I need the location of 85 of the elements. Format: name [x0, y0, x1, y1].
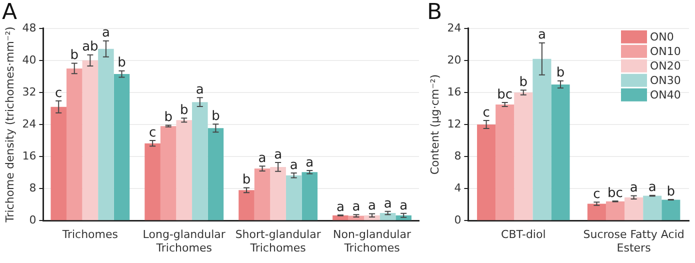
bar	[114, 74, 130, 220]
y-axis-title: Trichome density (trichomes·mm⁻²)	[3, 26, 16, 224]
data-label: c	[55, 86, 62, 101]
data-label: b	[70, 48, 79, 64]
legend-label: ON10	[650, 44, 681, 58]
x-tick-label: Short-glandular Trichomes	[235, 228, 322, 254]
x-tick-label: Long-glandular Trichomes	[142, 228, 226, 254]
legend-label: ON20	[650, 59, 681, 72]
y-tick-label: 32	[22, 85, 36, 98]
data-label: b	[212, 108, 220, 124]
bar	[477, 124, 496, 220]
bar	[82, 60, 98, 220]
data-label: a	[648, 180, 656, 196]
data-label: b	[164, 110, 172, 126]
bar	[286, 175, 302, 220]
bar	[176, 120, 192, 220]
bar	[551, 84, 570, 220]
bar	[66, 68, 82, 220]
data-label: a	[290, 158, 298, 173]
y-tick-label: 48	[22, 21, 36, 34]
bar	[238, 190, 254, 220]
chart-title: B	[427, 0, 442, 25]
bar	[643, 196, 662, 220]
data-label: c	[482, 105, 490, 120]
legend-label: ON30	[650, 74, 681, 87]
data-label: a	[538, 28, 546, 43]
y-tick-label: 0	[29, 213, 36, 226]
y-tick-label: 12	[447, 117, 462, 130]
bar	[144, 143, 160, 220]
bar	[606, 201, 625, 220]
x-tick-label: Non-glandular Trichomes	[333, 228, 412, 254]
bar	[98, 48, 114, 220]
data-label: c	[148, 125, 156, 140]
data-label: a	[274, 147, 282, 162]
data-label: a	[258, 151, 266, 166]
data-label: a	[630, 180, 638, 196]
y-tick-label: 4	[454, 181, 462, 194]
legend-label: ON40	[650, 88, 681, 102]
data-label: b	[180, 102, 188, 118]
data-label: a	[384, 196, 392, 212]
chart-title: A	[2, 0, 18, 25]
y-tick-label: 8	[29, 181, 36, 194]
data-label: a	[336, 200, 344, 215]
bar	[662, 200, 680, 220]
y-tick-label: 24	[22, 117, 36, 130]
data-label: a	[400, 198, 408, 214]
data-label: a	[306, 155, 314, 170]
y-axis-title: Content (μg·cm⁻²)	[428, 74, 442, 175]
bar	[514, 92, 533, 220]
data-label: c	[593, 187, 600, 202]
data-label: b	[666, 184, 676, 200]
data-label: bc	[608, 186, 623, 201]
data-label: a	[196, 82, 204, 98]
bar	[587, 204, 606, 220]
y-tick-label: 20	[447, 53, 462, 66]
y-tick-label: 40	[22, 53, 36, 66]
data-label: b	[242, 172, 251, 188]
bar	[160, 126, 176, 220]
y-tick-label: 0	[454, 213, 462, 226]
x-tick-label: Trichomes	[61, 228, 118, 242]
y-tick-label: 24	[447, 21, 462, 34]
data-label: a	[102, 26, 110, 41]
data-label: ab	[82, 40, 98, 55]
bar	[208, 128, 224, 220]
bar	[192, 102, 208, 220]
data-label: a	[368, 198, 376, 214]
bar	[270, 166, 286, 220]
bar	[532, 58, 552, 220]
data-label: b	[556, 66, 565, 81]
bar	[254, 168, 270, 220]
bar	[302, 172, 318, 220]
bar	[624, 197, 644, 220]
bar	[380, 212, 396, 220]
bar	[50, 106, 66, 220]
data-label: b	[519, 74, 528, 90]
y-tick-label: 8	[454, 149, 462, 162]
bar	[496, 104, 514, 220]
data-label: b	[118, 56, 126, 71]
data-label: a	[352, 199, 360, 214]
y-tick-label: 16	[22, 149, 36, 162]
x-tick-label: CBT-diol	[501, 228, 546, 242]
x-tick-label: Sucrose Fatty Acid Esters	[583, 228, 684, 254]
legend-label: ON0	[650, 30, 674, 44]
data-label: bc	[497, 87, 513, 102]
y-tick-label: 16	[447, 85, 462, 98]
